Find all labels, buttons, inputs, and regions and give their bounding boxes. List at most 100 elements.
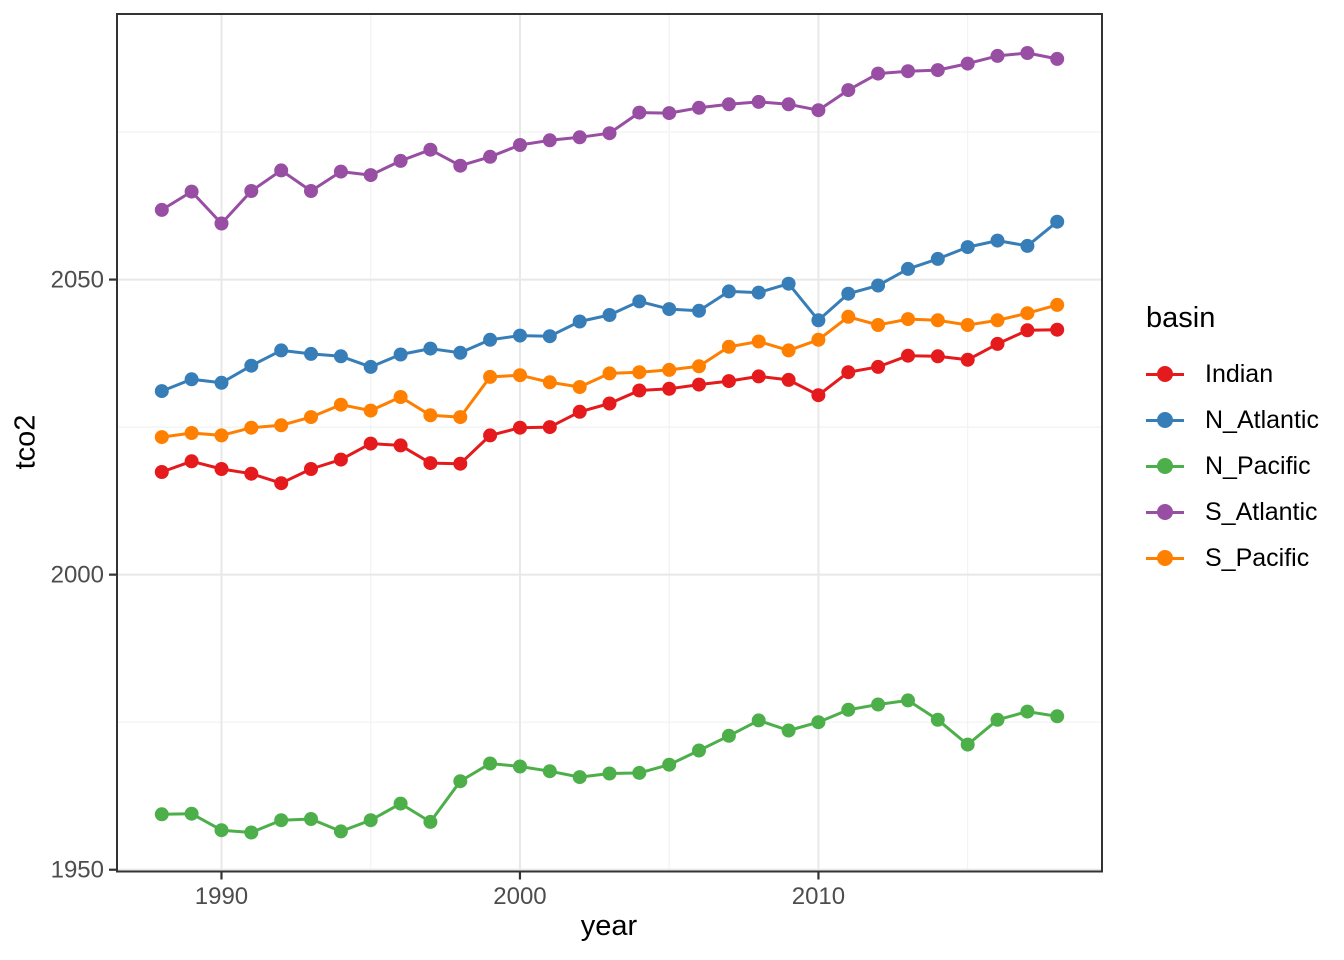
legend-title: basin bbox=[1146, 302, 1216, 334]
data-point-N_Atlantic bbox=[692, 303, 706, 318]
data-point-Indian bbox=[274, 476, 289, 491]
data-point-N_Atlantic bbox=[781, 276, 796, 291]
data-point-N_Pacific bbox=[811, 715, 826, 730]
data-point-Indian bbox=[154, 465, 169, 479]
data-point-S_Pacific bbox=[453, 410, 468, 425]
data-point-Indian bbox=[990, 336, 1005, 351]
legend-key-icon bbox=[1146, 409, 1184, 431]
legend-key-dot bbox=[1157, 412, 1173, 428]
data-point-N_Pacific bbox=[602, 766, 617, 781]
data-point-S_Atlantic bbox=[632, 105, 647, 120]
x-tick-label: 2000 bbox=[493, 883, 546, 910]
data-point-N_Pacific bbox=[363, 813, 378, 828]
data-point-Indian bbox=[304, 462, 318, 476]
data-point-N_Atlantic bbox=[333, 349, 348, 364]
legend-item-label: N_Pacific bbox=[1205, 451, 1311, 480]
panel-background bbox=[117, 14, 1102, 872]
data-point-Indian bbox=[184, 454, 199, 469]
data-point-S_Pacific bbox=[214, 428, 229, 443]
data-point-N_Atlantic bbox=[513, 328, 527, 343]
data-point-N_Atlantic bbox=[602, 308, 617, 322]
data-point-N_Pacific bbox=[662, 757, 677, 772]
data-point-S_Atlantic bbox=[244, 184, 259, 198]
data-point-N_Atlantic bbox=[930, 251, 945, 266]
data-point-S_Atlantic bbox=[333, 164, 348, 179]
data-point-S_Pacific bbox=[1020, 306, 1035, 321]
data-point-Indian bbox=[1020, 323, 1035, 338]
data-point-N_Pacific bbox=[453, 774, 468, 789]
legend-key-icon bbox=[1146, 547, 1184, 569]
data-point-S_Atlantic bbox=[214, 216, 229, 231]
data-point-S_Pacific bbox=[184, 426, 199, 440]
data-point-Indian bbox=[632, 383, 647, 398]
data-point-N_Pacific bbox=[483, 756, 498, 771]
data-point-N_Atlantic bbox=[214, 375, 229, 390]
data-point-S_Atlantic bbox=[662, 106, 677, 121]
legend-item-S_Atlantic: S_Atlantic bbox=[1146, 489, 1319, 535]
data-point-S_Atlantic bbox=[1050, 51, 1065, 66]
legend: basin Indian N_Atlantic N_Pacific S_Atlanti… bbox=[1146, 304, 1319, 581]
data-point-N_Atlantic bbox=[841, 286, 856, 301]
x-axis-title: year bbox=[580, 910, 638, 942]
data-point-S_Atlantic bbox=[781, 97, 796, 112]
data-point-Indian bbox=[841, 365, 856, 380]
data-point-N_Pacific bbox=[841, 702, 856, 717]
data-point-S_Atlantic bbox=[751, 94, 766, 109]
data-point-S_Pacific bbox=[393, 390, 408, 404]
data-point-Indian bbox=[1050, 322, 1065, 337]
data-point-N_Atlantic bbox=[662, 302, 677, 317]
legend-key-dot bbox=[1157, 366, 1173, 382]
legend-key-icon bbox=[1146, 501, 1184, 523]
data-point-Indian bbox=[930, 349, 945, 364]
data-point-S_Pacific bbox=[244, 420, 259, 435]
legend-item-N_Atlantic: N_Atlantic bbox=[1146, 397, 1319, 443]
data-point-N_Atlantic bbox=[871, 278, 886, 293]
data-point-N_Pacific bbox=[244, 825, 259, 840]
data-point-N_Pacific bbox=[184, 806, 199, 821]
y-tick-label: 1950 bbox=[51, 857, 104, 884]
data-point-N_Pacific bbox=[274, 813, 289, 828]
data-point-N_Atlantic bbox=[274, 343, 289, 358]
data-point-S_Pacific bbox=[990, 313, 1005, 328]
legend-key-icon bbox=[1146, 455, 1184, 477]
data-point-S_Atlantic bbox=[453, 158, 468, 173]
data-point-S_Pacific bbox=[363, 403, 378, 418]
data-point-S_Pacific bbox=[632, 365, 647, 380]
data-point-Indian bbox=[333, 452, 348, 467]
data-point-S_Atlantic bbox=[184, 184, 199, 199]
data-point-N_Pacific bbox=[542, 764, 557, 779]
data-point-S_Atlantic bbox=[393, 153, 408, 168]
data-point-S_Atlantic bbox=[274, 163, 289, 178]
data-point-N_Pacific bbox=[423, 814, 438, 829]
data-point-N_Pacific bbox=[901, 693, 915, 708]
data-point-Indian bbox=[901, 348, 915, 363]
data-point-S_Pacific bbox=[692, 359, 706, 374]
data-point-N_Pacific bbox=[781, 723, 796, 738]
data-point-S_Atlantic bbox=[363, 168, 378, 183]
data-point-S_Atlantic bbox=[513, 138, 527, 152]
data-point-S_Pacific bbox=[901, 312, 915, 327]
legend-item-Indian: Indian bbox=[1146, 351, 1319, 397]
legend-key-icon bbox=[1146, 363, 1184, 385]
data-point-Indian bbox=[811, 388, 826, 403]
data-point-Indian bbox=[692, 377, 706, 392]
data-point-Indian bbox=[871, 359, 886, 374]
data-point-N_Atlantic bbox=[721, 284, 736, 299]
legend-item-label: S_Atlantic bbox=[1205, 497, 1318, 526]
data-point-N_Atlantic bbox=[184, 372, 199, 387]
legend-item-N_Pacific: N_Pacific bbox=[1146, 443, 1319, 489]
data-point-N_Pacific bbox=[692, 743, 706, 758]
data-point-S_Atlantic bbox=[960, 56, 975, 71]
data-point-N_Atlantic bbox=[1020, 238, 1035, 253]
data-point-N_Pacific bbox=[333, 824, 348, 839]
data-point-S_Atlantic bbox=[304, 184, 318, 198]
data-point-N_Pacific bbox=[930, 712, 945, 727]
data-point-S_Pacific bbox=[1050, 297, 1065, 312]
data-point-S_Pacific bbox=[871, 318, 886, 332]
data-point-S_Pacific bbox=[154, 430, 169, 445]
data-point-N_Atlantic bbox=[751, 285, 766, 300]
data-point-N_Atlantic bbox=[423, 341, 438, 356]
data-point-S_Atlantic bbox=[692, 100, 706, 115]
data-point-Indian bbox=[751, 369, 766, 384]
data-point-S_Atlantic bbox=[602, 126, 617, 141]
